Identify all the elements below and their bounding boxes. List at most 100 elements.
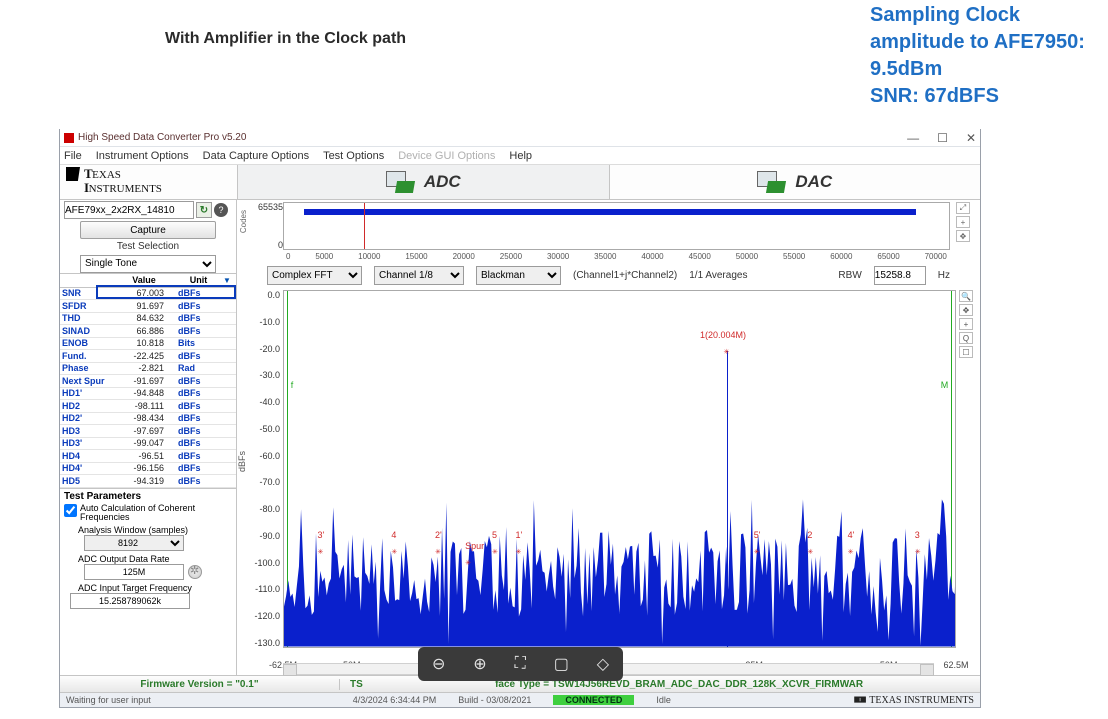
zoom-tool-icon[interactable]: 🔍 bbox=[959, 290, 973, 302]
channel-expression: (Channel1+j*Channel2) bbox=[573, 270, 677, 281]
status-waiting: Waiting for user input bbox=[66, 695, 151, 705]
codes-cursor bbox=[364, 203, 365, 249]
metrics-header-unit: Unit bbox=[176, 275, 221, 285]
metric-row: HD3'-99.047dBFs bbox=[60, 438, 236, 451]
metric-row: HD3-97.697dBFs bbox=[60, 425, 236, 438]
metric-row: HD4-96.51dBFs bbox=[60, 450, 236, 463]
close-icon[interactable]: ✕ bbox=[966, 131, 976, 145]
fft-y-axis-label: dBFs bbox=[237, 451, 247, 472]
fft-plot[interactable]: f M 1(20.004M)✳3'✳4✳2'✳Spur✳5✳1'✳5'✳2✳4'… bbox=[283, 290, 956, 648]
metric-row: HD5-94.319dBFs bbox=[60, 475, 236, 488]
status-connected: CONNECTED bbox=[553, 695, 634, 705]
fft-cursor-left-label: f bbox=[291, 380, 294, 390]
capture-button[interactable]: Capture bbox=[80, 221, 216, 239]
menubar: File Instrument Options Data Capture Opt… bbox=[60, 147, 980, 165]
pan-icon[interactable]: ✥ bbox=[956, 230, 970, 242]
mode-dac-button[interactable]: DAC bbox=[609, 165, 981, 199]
metrics-header: Value Unit ▼ bbox=[60, 273, 236, 288]
refresh-button[interactable]: ↻ bbox=[196, 202, 212, 218]
dac-icon bbox=[757, 171, 785, 193]
test-selection-dropdown[interactable]: Single Tone bbox=[80, 255, 216, 273]
codes-plot[interactable]: 0500010000150002000025000300003500040000… bbox=[283, 202, 950, 250]
metric-row: Phase-2.821Rad bbox=[60, 363, 236, 376]
codes-y-axis-label: Codes bbox=[239, 210, 248, 233]
ti-mark-icon bbox=[64, 133, 74, 143]
fullscreen-icon[interactable]: ⛶ bbox=[515, 655, 526, 673]
zoom-fit-icon[interactable]: ⤢ bbox=[956, 202, 970, 214]
metric-row: THD84.632dBFs bbox=[60, 313, 236, 326]
metric-row: HD2-98.111dBFs bbox=[60, 400, 236, 413]
codes-chart: Codes 65535 0 05000100001500020000250003… bbox=[237, 200, 980, 252]
comment-icon[interactable]: ◇ bbox=[597, 654, 609, 674]
window-dropdown[interactable]: Blackman bbox=[476, 266, 561, 285]
maximize-icon[interactable]: ☐ bbox=[937, 131, 948, 145]
main-panel: Codes 65535 0 05000100001500020000250003… bbox=[237, 200, 980, 675]
metric-row: SFDR91.697dBFs bbox=[60, 300, 236, 313]
sort-icon[interactable]: ▼ bbox=[221, 276, 231, 285]
mode-adc-label: ADC bbox=[424, 172, 461, 192]
annotation-line2: SNR: 67dBFS bbox=[870, 83, 1100, 110]
help-icon[interactable]: ? bbox=[214, 203, 228, 217]
metric-row: ENOB10.818Bits bbox=[60, 338, 236, 351]
menu-instrument-options[interactable]: Instrument Options bbox=[96, 150, 189, 162]
adc-output-input[interactable] bbox=[84, 564, 184, 580]
status-datetime: 4/3/2024 6:34:44 PM bbox=[353, 695, 437, 705]
adc-input-label: ADC Input Target Frequency bbox=[64, 583, 232, 593]
auto-calc-checkbox[interactable] bbox=[64, 504, 77, 517]
mode-dac-label: DAC bbox=[795, 172, 832, 192]
box-tool-icon[interactable]: Q bbox=[959, 332, 973, 344]
metrics-header-value: Value bbox=[112, 275, 176, 285]
analysis-window-input[interactable]: 8192 bbox=[84, 535, 184, 551]
status-idle: Idle bbox=[656, 695, 671, 705]
status-build: Build - 03/08/2021 bbox=[458, 695, 531, 705]
zoom-out-icon[interactable]: ⊖ bbox=[432, 654, 445, 674]
codes-x-ticks: 0500010000150002000025000300003500040000… bbox=[284, 252, 949, 261]
fft-toolbar: 🔍 ✥ + Q ☐ bbox=[956, 290, 976, 648]
menu-help[interactable]: Help bbox=[509, 150, 532, 162]
fft-type-dropdown[interactable]: Complex FFT bbox=[267, 266, 362, 285]
gear-icon[interactable] bbox=[188, 565, 202, 579]
metrics-table: SNR67.003dBFsSFDR91.697dBFsTHD84.632dBFs… bbox=[60, 288, 236, 488]
averages-label: 1/1 Averages bbox=[689, 270, 747, 281]
empty-tool-icon[interactable]: ☐ bbox=[959, 346, 973, 358]
firmware-version: Firmware Version = "0.1" bbox=[60, 679, 340, 690]
mode-adc-button[interactable]: ADC bbox=[237, 165, 609, 199]
plus-tool-icon[interactable]: + bbox=[959, 318, 973, 330]
zoom-icon[interactable]: + bbox=[956, 216, 970, 228]
rbw-label: RBW bbox=[838, 270, 861, 281]
minimize-icon[interactable]: — bbox=[907, 131, 919, 145]
menu-data-capture-options[interactable]: Data Capture Options bbox=[203, 150, 309, 162]
fft-chart: dBFs 0.0-10.0-20.0-30.0-40.0-50.0-60.0-7… bbox=[237, 288, 980, 662]
present-icon[interactable]: ▢ bbox=[554, 654, 569, 674]
fft-noise-floor bbox=[284, 497, 956, 647]
metric-row: Fund.-22.425dBFs bbox=[60, 350, 236, 363]
config-select[interactable] bbox=[64, 201, 194, 219]
cross-tool-icon[interactable]: ✥ bbox=[959, 304, 973, 316]
zoom-in-icon[interactable]: ⊕ bbox=[473, 654, 486, 674]
analysis-window-label: Analysis Window (samples) bbox=[64, 525, 232, 535]
fft-cursor-right-label: M bbox=[941, 380, 949, 390]
adc-input-freq-input[interactable] bbox=[70, 593, 190, 609]
metric-row: HD4'-96.156dBFs bbox=[60, 463, 236, 476]
menu-device-gui-options: Device GUI Options bbox=[398, 150, 495, 162]
codes-y-min: 0 bbox=[241, 240, 283, 250]
metric-row: SNR67.003dBFs bbox=[60, 288, 236, 301]
metric-row: Next Spur-91.697dBFs bbox=[60, 375, 236, 388]
metric-row: SINAD66.886dBFs bbox=[60, 325, 236, 338]
menu-file[interactable]: File bbox=[64, 150, 82, 162]
mode-bar: TEXASINSTRUMENTS ADC DAC bbox=[60, 165, 980, 200]
rbw-input[interactable] bbox=[874, 266, 926, 285]
fft-y-ticks: dBFs 0.0-10.0-20.0-30.0-40.0-50.0-60.0-7… bbox=[241, 290, 283, 648]
statusbar-lower: Waiting for user input 4/3/2024 6:34:44 … bbox=[60, 692, 980, 707]
codes-toolbar: ⤢ + ✥ bbox=[950, 202, 976, 250]
channel-dropdown[interactable]: Channel 1/8 bbox=[374, 266, 464, 285]
annotation-title: With Amplifier in the Clock path bbox=[165, 30, 406, 48]
rbw-unit: Hz bbox=[938, 270, 950, 281]
annotation-summary: Sampling Clock amplitude to AFE7950: 9.5… bbox=[870, 2, 1100, 110]
menu-test-options[interactable]: Test Options bbox=[323, 150, 384, 162]
codes-trace bbox=[304, 209, 916, 215]
adc-output-label: ADC Output Data Rate bbox=[64, 554, 232, 564]
window-titlebar: High Speed Data Converter Pro v5.20 — ☐ … bbox=[60, 129, 980, 147]
test-selection-label: Test Selection bbox=[60, 240, 236, 253]
app-window: High Speed Data Converter Pro v5.20 — ☐ … bbox=[59, 129, 981, 708]
